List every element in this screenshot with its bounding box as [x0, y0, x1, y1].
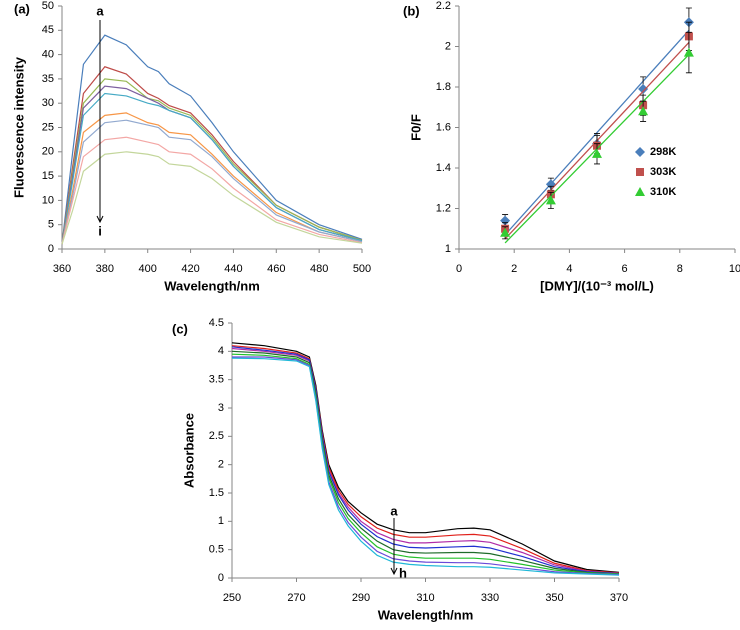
spectrum-line	[61, 119, 363, 245]
y-axis-title: F0/F	[408, 114, 423, 141]
x-tick-label: 440	[224, 263, 242, 275]
y-tick-label: 0	[48, 243, 54, 255]
y-tick-label: 2	[218, 459, 224, 471]
y-tick-label: 25	[42, 121, 54, 133]
spectrum-line	[61, 112, 363, 245]
y-tick-label: 20	[42, 146, 54, 158]
y-tick-label: 1	[445, 243, 451, 255]
y-tick-label: 1.6	[436, 121, 451, 133]
y-tick-label: 0	[218, 572, 224, 584]
marker	[638, 84, 649, 95]
spectrum-line	[231, 350, 620, 575]
y-tick-label: 10	[42, 194, 54, 206]
marker	[500, 227, 511, 237]
x-tick-label: 360	[53, 263, 71, 275]
y-tick-label: 0.5	[209, 544, 224, 556]
x-tick-label: 350	[545, 592, 563, 604]
x-tick-label: 290	[352, 592, 370, 604]
annotation: a	[390, 503, 398, 518]
x-tick-label: 460	[267, 263, 285, 275]
x-tick-label: 420	[181, 263, 199, 275]
x-tick-label: 310	[416, 592, 434, 604]
y-tick-label: 15	[42, 170, 54, 182]
y-tick-label: 3.5	[209, 374, 224, 386]
marker	[500, 215, 511, 226]
spectrum-line	[231, 353, 620, 575]
x-tick-label: 10	[729, 263, 740, 275]
y-tick-label: 1.5	[209, 487, 224, 499]
x-tick-label: 4	[566, 263, 572, 275]
x-tick-label: 400	[139, 263, 157, 275]
legend-marker	[635, 187, 645, 196]
spectrum-line	[231, 357, 620, 576]
x-axis-title: Wavelength/nm	[378, 607, 474, 622]
annotation: a	[96, 3, 104, 18]
marker	[592, 148, 602, 158]
y-tick-label: 2.2	[436, 0, 451, 12]
x-tick-label: 270	[287, 592, 305, 604]
x-tick-label: 330	[481, 592, 499, 604]
x-tick-label: 380	[96, 263, 114, 275]
legend-marker	[635, 147, 645, 157]
spectrum-line	[61, 85, 363, 245]
y-tick-label: 35	[42, 73, 54, 85]
panel-label: (a)	[14, 1, 30, 16]
y-tick-label: 5	[48, 219, 54, 231]
y-axis-title: Fluorescence intensity	[11, 56, 26, 198]
y-tick-label: 2	[445, 40, 451, 52]
marker	[545, 195, 556, 205]
y-tick-label: 2.5	[209, 430, 224, 442]
legend-label: 303K	[650, 166, 676, 178]
y-tick-label: 45	[42, 24, 54, 36]
spectrum-line	[61, 92, 363, 245]
spectrum-line	[231, 347, 620, 575]
legend-label: 310K	[650, 186, 676, 198]
spectrum-line	[231, 342, 620, 573]
marker	[683, 47, 694, 57]
legend-label: 298K	[650, 146, 676, 158]
panel-label: (b)	[403, 3, 420, 18]
spectrum-line	[61, 34, 363, 245]
y-tick-label: 1	[218, 515, 224, 527]
spectrum-line	[61, 78, 363, 245]
x-tick-label: 0	[456, 263, 462, 275]
y-tick-label: 4	[218, 345, 224, 357]
y-tick-label: 40	[42, 49, 54, 61]
x-tick-label: 6	[622, 263, 628, 275]
arrow-head	[96, 215, 104, 224]
marker	[638, 106, 649, 116]
legend-marker	[636, 168, 644, 176]
x-tick-label: 2	[511, 263, 517, 275]
spectrum-line	[231, 346, 620, 575]
x-axis-title: [DMY]/(10⁻³ mol/L)	[540, 278, 654, 293]
x-tick-label: 500	[353, 263, 371, 275]
y-tick-label: 1.4	[436, 162, 451, 174]
spectrum-line	[232, 356, 620, 576]
panel-label: (c)	[172, 321, 188, 336]
annotation: i	[98, 223, 102, 238]
annotation: h	[399, 565, 407, 580]
x-axis-title: Wavelength/nm	[164, 278, 260, 293]
y-tick-label: 3	[218, 402, 224, 414]
y-tick-label: 50	[42, 0, 54, 12]
trend-line	[504, 29, 690, 236]
y-tick-label: 1.2	[436, 202, 451, 214]
y-tick-label: 4.5	[209, 317, 224, 329]
y-tick-label: 1.8	[436, 81, 451, 93]
x-tick-label: 370	[610, 592, 628, 604]
spectrum-line	[61, 136, 363, 245]
spectrum-line	[231, 345, 620, 574]
spectrum-line	[61, 151, 363, 245]
x-tick-label: 8	[677, 263, 683, 275]
arrow-head	[390, 567, 398, 576]
y-tick-label: 30	[42, 97, 54, 109]
y-axis-title: Absorbance	[181, 413, 196, 488]
x-tick-label: 250	[223, 592, 241, 604]
x-tick-label: 480	[310, 263, 328, 275]
